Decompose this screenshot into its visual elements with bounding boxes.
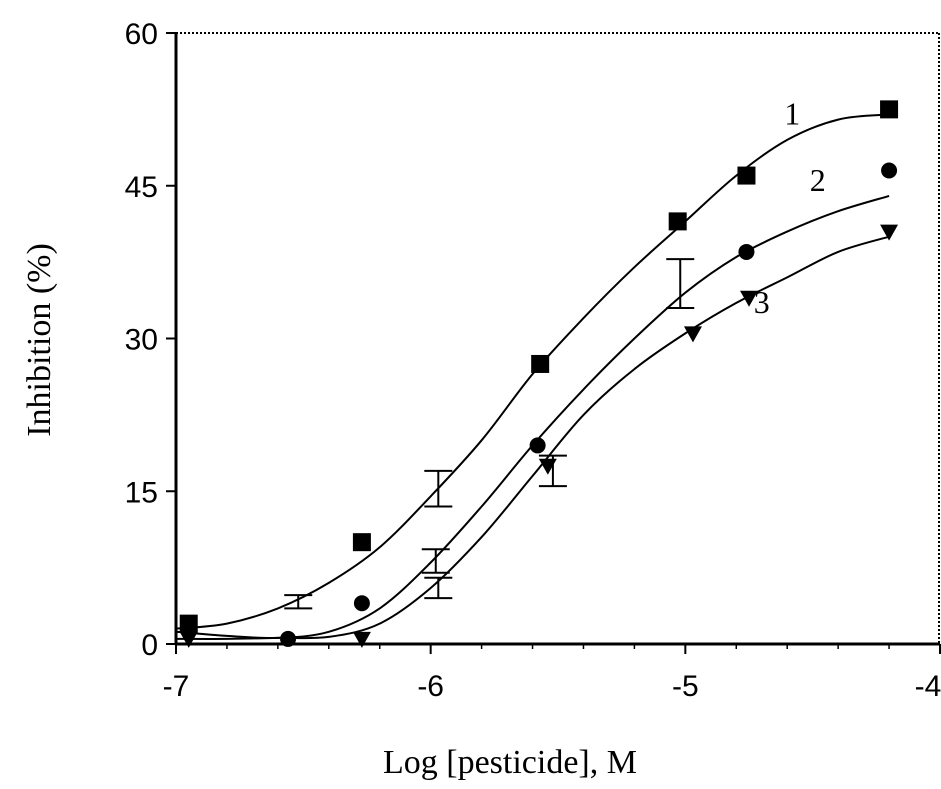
series-1-point <box>668 212 687 231</box>
series-1-error-bar <box>424 469 453 508</box>
series-1-curve <box>175 113 890 630</box>
x-tick-label: -5 <box>672 670 699 703</box>
series-3-error-bar <box>424 576 453 600</box>
series-2-point <box>353 595 370 612</box>
y-axis-title: Inhibition (%) <box>21 243 58 437</box>
y-tick-label: 0 <box>141 629 158 662</box>
series-3-point <box>740 290 758 307</box>
y-tick-label: 45 <box>125 171 158 204</box>
series-1-point <box>737 166 756 185</box>
series-2-point <box>881 162 898 179</box>
x-axis-title: Log [pesticide], M <box>383 744 637 781</box>
x-tick-label: -6 <box>417 670 444 703</box>
series-labels: 12 3 <box>754 96 826 320</box>
series-1-point <box>880 100 899 119</box>
series-3-point <box>538 458 557 475</box>
fit-curves <box>175 113 890 640</box>
data-points <box>179 100 899 648</box>
series-3-point <box>683 326 702 343</box>
series-2-error-bar <box>666 258 695 309</box>
series-2-label: 2 <box>810 162 826 198</box>
series-3-point <box>179 631 198 648</box>
series-3-label: 3 <box>754 284 770 320</box>
series-1-point <box>352 533 371 552</box>
series-3-point <box>880 224 899 241</box>
tick-labels: -7 -6 -5 -4 0 15 30 45 60 <box>125 18 941 703</box>
y-tick-label: 60 <box>125 18 158 51</box>
series-3-point <box>352 631 371 648</box>
series-2-point <box>738 243 755 260</box>
series-3-curve <box>175 235 890 640</box>
series-1-label: 1 <box>784 96 800 132</box>
series-1-point <box>531 354 550 373</box>
error-bars <box>284 258 695 610</box>
axes <box>166 32 941 654</box>
series-2-point <box>529 437 546 454</box>
x-tick-label: -4 <box>915 670 941 703</box>
y-tick-label: 15 <box>125 476 158 509</box>
series-2-curve <box>175 194 890 640</box>
series-1-error-bar <box>284 594 313 610</box>
series-2-error-bar <box>421 548 450 574</box>
y-tick-label: 30 <box>125 324 158 357</box>
x-tick-label: -7 <box>163 670 190 703</box>
